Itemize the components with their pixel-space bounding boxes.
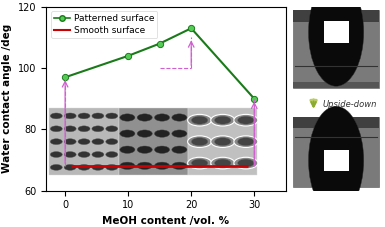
Circle shape: [64, 126, 76, 132]
Bar: [293, 10, 379, 88]
Circle shape: [154, 146, 170, 153]
Text: Upside-down: Upside-down: [323, 100, 377, 109]
Circle shape: [238, 116, 254, 124]
Circle shape: [137, 130, 152, 137]
Circle shape: [64, 139, 76, 145]
Circle shape: [238, 138, 254, 146]
Circle shape: [50, 152, 62, 158]
Circle shape: [64, 152, 76, 158]
Circle shape: [50, 113, 62, 119]
Circle shape: [187, 114, 212, 126]
Circle shape: [172, 162, 187, 170]
Circle shape: [106, 165, 118, 170]
Circle shape: [92, 113, 104, 119]
Circle shape: [120, 146, 135, 153]
Circle shape: [214, 116, 231, 124]
Circle shape: [137, 146, 152, 153]
Circle shape: [154, 162, 170, 170]
Circle shape: [64, 165, 76, 170]
Circle shape: [172, 146, 187, 153]
Circle shape: [78, 165, 90, 170]
Bar: [293, 117, 379, 187]
Circle shape: [191, 138, 208, 146]
Circle shape: [234, 157, 258, 169]
Circle shape: [50, 139, 62, 145]
Circle shape: [187, 157, 212, 169]
Circle shape: [191, 116, 208, 124]
Circle shape: [64, 113, 76, 119]
Circle shape: [78, 126, 90, 132]
Bar: [49, 108, 119, 175]
Bar: [324, 21, 348, 43]
Legend: Patterned surface, Smooth surface: Patterned surface, Smooth surface: [51, 11, 157, 38]
Circle shape: [187, 136, 212, 148]
Circle shape: [92, 165, 104, 170]
Circle shape: [106, 152, 118, 158]
Circle shape: [214, 159, 231, 167]
Circle shape: [78, 152, 90, 158]
Circle shape: [137, 162, 152, 170]
Bar: [293, 10, 379, 22]
Bar: [188, 108, 258, 175]
Circle shape: [50, 165, 62, 170]
Circle shape: [234, 136, 258, 148]
Circle shape: [154, 130, 170, 137]
Circle shape: [50, 126, 62, 132]
Circle shape: [238, 159, 254, 167]
Circle shape: [137, 114, 152, 121]
Circle shape: [92, 126, 104, 132]
Circle shape: [92, 139, 104, 145]
Bar: [119, 108, 188, 175]
X-axis label: MeOH content /vol. %: MeOH content /vol. %: [102, 216, 229, 226]
Circle shape: [78, 113, 90, 119]
Circle shape: [191, 159, 208, 167]
Circle shape: [211, 114, 235, 126]
Bar: [293, 117, 379, 128]
Circle shape: [172, 114, 187, 121]
Circle shape: [106, 113, 118, 119]
Circle shape: [211, 157, 235, 169]
Circle shape: [78, 139, 90, 145]
Bar: [324, 150, 348, 171]
Circle shape: [120, 130, 135, 137]
Circle shape: [214, 138, 231, 146]
Circle shape: [106, 126, 118, 132]
Circle shape: [154, 114, 170, 121]
Ellipse shape: [308, 106, 364, 215]
Y-axis label: Water contact angle /deg: Water contact angle /deg: [2, 24, 12, 173]
Circle shape: [234, 114, 258, 126]
Circle shape: [120, 114, 135, 121]
Circle shape: [120, 162, 135, 170]
FancyArrowPatch shape: [311, 101, 316, 106]
Ellipse shape: [308, 0, 364, 86]
Circle shape: [211, 136, 235, 148]
Circle shape: [172, 130, 187, 137]
Circle shape: [106, 139, 118, 145]
Circle shape: [92, 152, 104, 158]
Bar: [293, 82, 379, 88]
